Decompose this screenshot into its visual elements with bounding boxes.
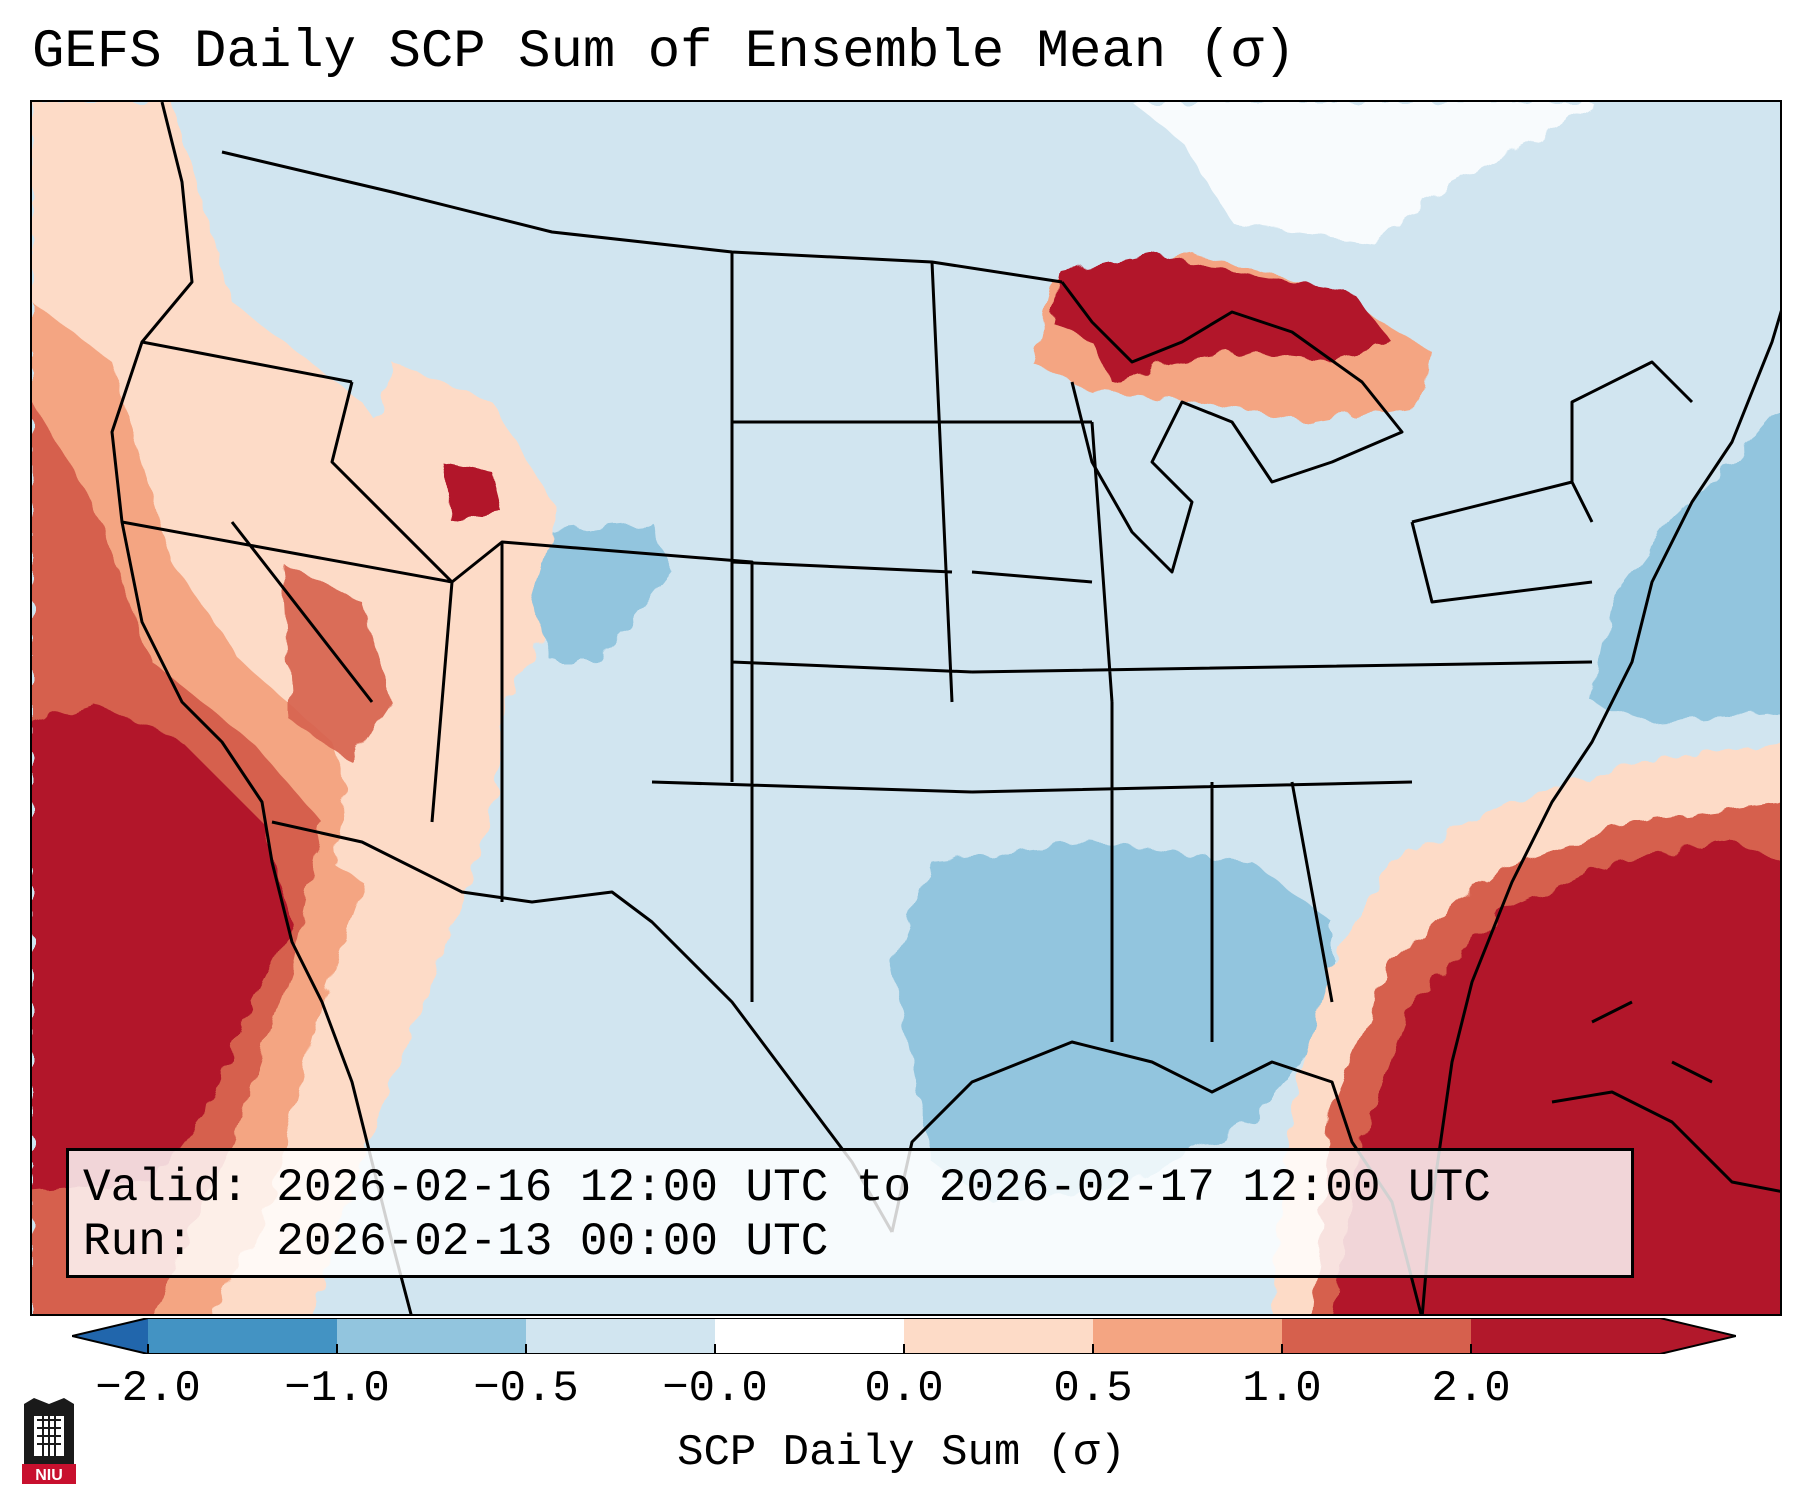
region-atlantic-blue	[1592, 406, 1780, 722]
colorbar-tick-label: 1.0	[1242, 1364, 1322, 1414]
colorbar-tick-label: −1.0	[284, 1364, 390, 1414]
colorbar-segment	[1282, 1318, 1472, 1354]
colorbar-tick-label: 2.0	[1431, 1364, 1511, 1414]
niu-logo: NIU	[20, 1394, 78, 1486]
niu-logo-icon: NIU	[22, 1398, 76, 1484]
border-states-east	[1410, 360, 1694, 604]
colorbar-label: SCP Daily Sum (σ)	[677, 1428, 1126, 1478]
colorbar-segment	[715, 1318, 905, 1354]
cuba-bahamas	[1551, 1000, 1780, 1193]
map-panel	[30, 100, 1782, 1316]
east-coast	[1420, 310, 1780, 1314]
colorbar-under-arrow	[72, 1318, 148, 1354]
colorbar-svg	[71, 1317, 1737, 1355]
border-mexico	[271, 820, 894, 1233]
border-states-midwest	[952, 420, 1593, 1042]
colorbar-segment	[1093, 1318, 1283, 1354]
colorbar-segment	[904, 1318, 1094, 1354]
valid-label: Valid:	[83, 1162, 249, 1214]
colorbar	[71, 1317, 1737, 1355]
colorbar-tick-label: −0.5	[473, 1364, 579, 1414]
border-canada	[221, 150, 1063, 284]
colorbar-tick-label: 0.0	[864, 1364, 944, 1414]
run-label: Run:	[83, 1216, 194, 1268]
colorbar-segment	[148, 1318, 338, 1354]
colorbar-tick-label: −2.0	[95, 1364, 201, 1414]
colorbar-segment	[1471, 1318, 1661, 1354]
map-svg	[32, 102, 1780, 1314]
valid-run-box: Valid: 2026-02-16 12:00 UTC to 2026-02-1…	[66, 1148, 1634, 1278]
logo-text: NIU	[35, 1467, 63, 1484]
colorbar-segment	[526, 1318, 716, 1354]
coastline-west	[110, 102, 413, 1314]
great-lakes	[1060, 281, 1404, 574]
field-regions	[32, 102, 1780, 1314]
boundaries	[110, 102, 1780, 1314]
colorbar-segment	[337, 1318, 527, 1354]
border-states-west	[121, 340, 754, 823]
region-idaho-red	[442, 462, 502, 522]
region-colorado-blue	[532, 522, 672, 662]
colorbar-tick-label: −0.0	[662, 1364, 768, 1414]
border-states-plains	[500, 252, 973, 1002]
run-value: 2026-02-13 00:00 UTC	[276, 1216, 829, 1268]
valid-value: 2026-02-16 12:00 UTC to 2026-02-17 12:00…	[276, 1162, 1491, 1214]
chart-title: GEFS Daily SCP Sum of Ensemble Mean (σ)	[32, 22, 1296, 83]
region-white-canada	[792, 102, 1592, 242]
region-pacific-red	[32, 702, 292, 1192]
colorbar-over-arrow	[1660, 1318, 1736, 1354]
colorbar-tick-label: 0.5	[1053, 1364, 1133, 1414]
region-basin-orange	[282, 562, 392, 762]
